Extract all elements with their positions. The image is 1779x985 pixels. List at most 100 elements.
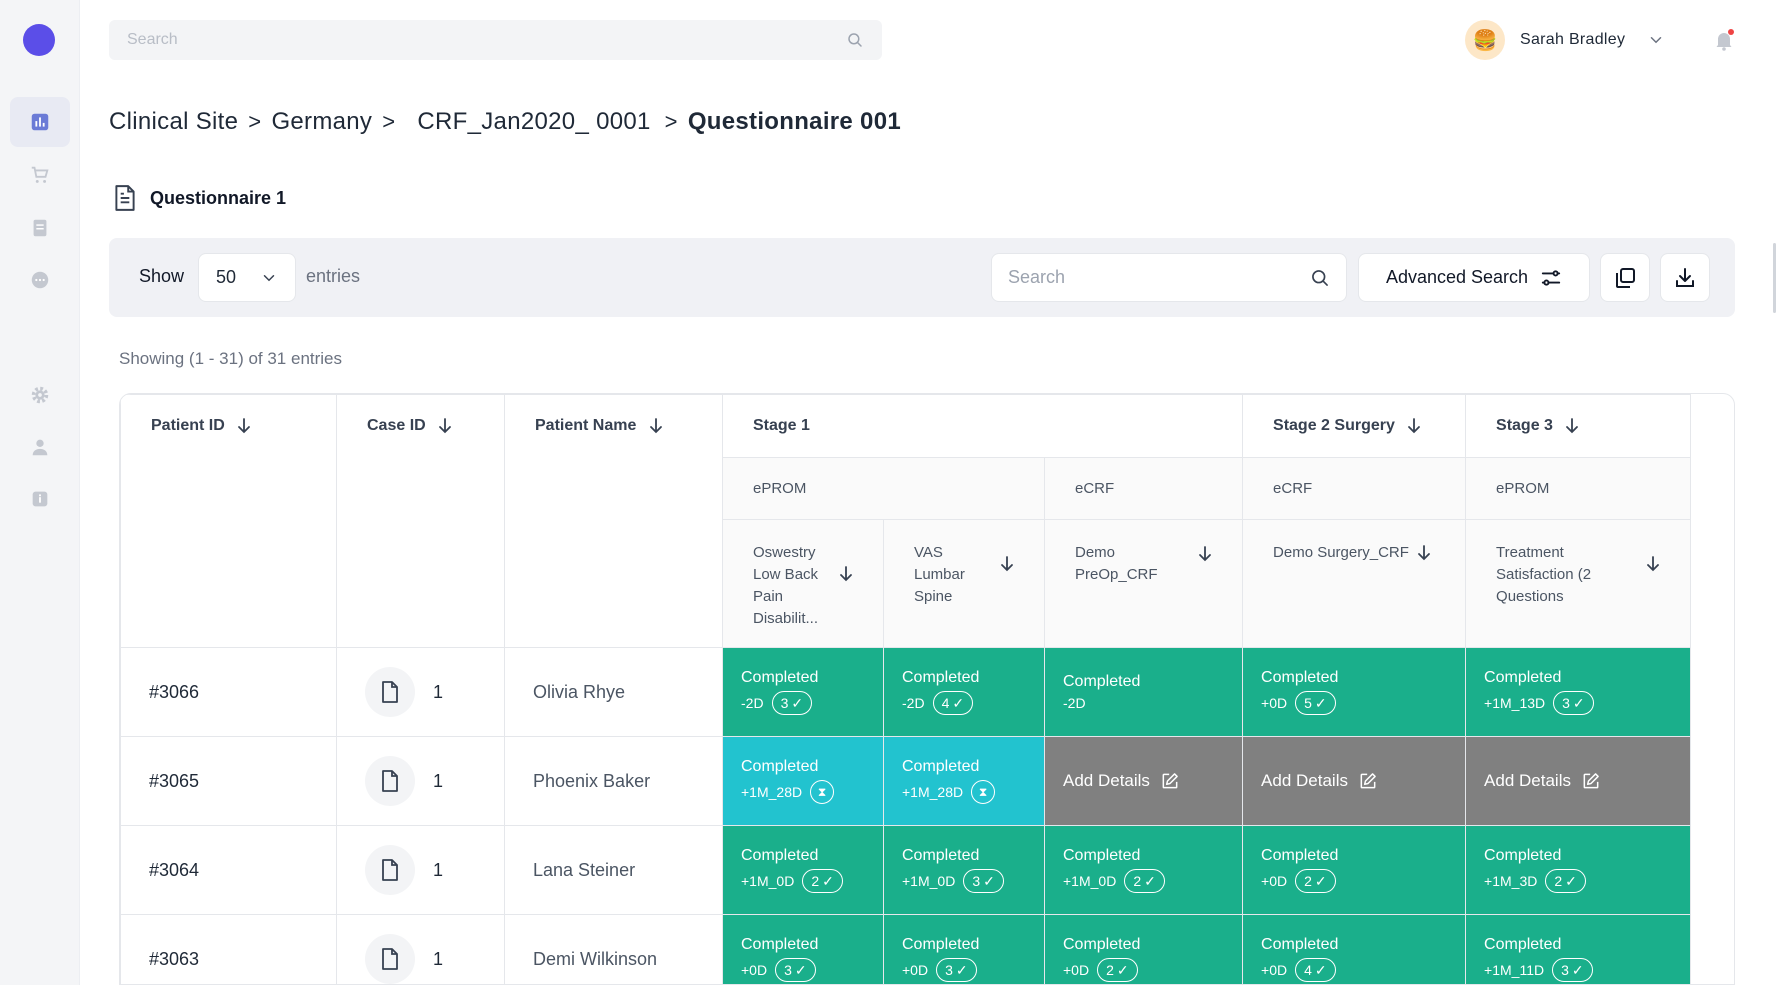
col-header-patient-id[interactable]: Patient ID: [120, 394, 337, 648]
table-row[interactable]: #3065 1 Phoenix Baker Completed +1M_28D ⧗ …: [120, 736, 1692, 826]
arrow-down-icon[interactable]: [237, 417, 251, 434]
sidebar-item-settings[interactable]: [10, 370, 70, 420]
form-header-oswestry[interactable]: Oswestry Low Back Pain Disabilit...: [722, 519, 884, 648]
app-logo[interactable]: [23, 24, 55, 56]
hourglass-icon: ⧗: [971, 780, 996, 804]
count-badge: 2 ✓: [1545, 869, 1586, 893]
sidebar: [0, 0, 80, 985]
count-value: 2: [1554, 873, 1563, 889]
col-header-stage-3[interactable]: Stage 3: [1465, 394, 1692, 458]
status-cell[interactable]: Completed +0D 2 ✓: [1242, 825, 1467, 915]
status-cell[interactable]: Completed +0D 3 ✓: [722, 914, 884, 984]
info-icon: [32, 491, 48, 507]
add-details-label: Add Details: [1063, 771, 1150, 790]
col-header-label: Patient ID: [151, 417, 225, 434]
status-label: Completed: [741, 758, 819, 775]
sidebar-item-documents[interactable]: [10, 203, 70, 253]
arrow-down-icon[interactable]: [1407, 417, 1421, 434]
status-cell[interactable]: Completed +0D 5 ✓: [1242, 647, 1467, 737]
col-header-label: Stage 2 Surgery: [1273, 417, 1395, 434]
chevron-down-icon[interactable]: [1647, 31, 1665, 49]
copy-button[interactable]: [1600, 253, 1650, 302]
arrow-down-icon[interactable]: [839, 566, 853, 582]
file-icon[interactable]: [365, 756, 415, 806]
subheader-ecrf: eCRF: [1043, 457, 1244, 520]
status-cell[interactable]: Completed +1M_11D 3 ✓: [1465, 914, 1692, 984]
sidebar-item-profile[interactable]: [10, 422, 70, 472]
download-button[interactable]: [1660, 253, 1710, 302]
subheader-eprom: ePROM: [722, 457, 1045, 520]
arrow-down-icon[interactable]: [1565, 417, 1579, 434]
status-cell[interactable]: Completed +1M_28D ⧗: [722, 736, 884, 826]
case-id-value: 1: [433, 681, 444, 702]
form-header-demo-surgery[interactable]: Demo Surgery_CRF: [1242, 519, 1467, 648]
sidebar-item-messages[interactable]: [10, 255, 70, 305]
arrow-down-icon[interactable]: [1646, 556, 1660, 572]
sidebar-item-info[interactable]: [10, 474, 70, 524]
sidebar-item-dashboard[interactable]: [10, 97, 70, 147]
status-cell[interactable]: Completed +0D 4 ✓: [1242, 914, 1467, 984]
user-menu[interactable]: 🍔 Sarah Bradley: [1465, 20, 1665, 60]
advanced-search-button[interactable]: Advanced Search: [1358, 253, 1590, 302]
breadcrumb-item-clinical-site[interactable]: Clinical Site: [109, 108, 239, 135]
status-cell[interactable]: Completed +0D 3 ✓: [883, 914, 1045, 984]
time-offset: +1M_0D: [902, 873, 956, 889]
status-label: Completed: [902, 669, 980, 686]
table-row[interactable]: #3063 1 Demi Wilkinson Completed +0D 3 ✓ Co…: [120, 914, 1692, 984]
status-cell[interactable]: Completed -2D 3 ✓: [722, 647, 884, 737]
file-icon[interactable]: [365, 667, 415, 717]
advanced-search-label: Advanced Search: [1385, 267, 1529, 287]
add-details-cell[interactable]: Add Details: [1242, 736, 1467, 826]
status-cell[interactable]: Completed +1M_0D 3 ✓: [883, 825, 1045, 915]
search-icon[interactable]: [846, 31, 864, 49]
table-row[interactable]: #3066 1 Olivia Rhye Completed -2D 3 ✓ Compl…: [120, 647, 1692, 737]
sidebar-item-cart[interactable]: [10, 150, 70, 200]
form-header-vas[interactable]: VAS Lumbar Spine: [883, 519, 1045, 648]
count-value: 3: [945, 962, 953, 978]
check-icon: ✓: [1116, 961, 1129, 978]
status-cell[interactable]: Completed +1M_0D 2 ✓: [1043, 825, 1244, 915]
status-label: Completed: [1063, 673, 1141, 690]
entries-summary: Showing (1 - 31) of 31 entries: [119, 349, 343, 368]
col-header-case-id[interactable]: Case ID: [336, 394, 505, 648]
status-cell[interactable]: Completed +1M_28D ⧗: [883, 736, 1045, 826]
global-search: [109, 20, 882, 60]
table-search-input[interactable]: [1008, 267, 1310, 288]
add-details-cell[interactable]: Add Details: [1043, 736, 1244, 826]
notification-bell-icon[interactable]: [1712, 28, 1736, 52]
arrow-down-icon[interactable]: [1000, 556, 1014, 572]
status-cell[interactable]: Completed +1M_3D 2 ✓: [1465, 825, 1692, 915]
arrow-down-icon[interactable]: [1198, 546, 1212, 562]
count-badge: 4 ✓: [1295, 958, 1336, 982]
status-cell[interactable]: Completed +1M_13D 3 ✓: [1465, 647, 1692, 737]
count-badge: 3 ✓: [1552, 958, 1593, 982]
count-value: 2: [1133, 873, 1142, 889]
status-cell[interactable]: Completed +0D 2 ✓: [1043, 914, 1244, 984]
status-cell[interactable]: Completed +1M_0D 2 ✓: [722, 825, 884, 915]
breadcrumb-separator: >: [664, 109, 678, 134]
form-header-demo-preop[interactable]: Demo PreOp_CRF: [1043, 519, 1244, 648]
file-icon[interactable]: [365, 934, 415, 984]
file-icon[interactable]: [365, 845, 415, 895]
breadcrumb-item-germany[interactable]: Germany: [271, 108, 373, 135]
status-cell[interactable]: Completed -2D 4 ✓: [883, 647, 1045, 737]
avatar[interactable]: 🍔: [1465, 20, 1505, 60]
user-name: Sarah Bradley: [1520, 31, 1626, 48]
arrow-down-icon[interactable]: [1417, 545, 1431, 561]
entries-select[interactable]: 50: [198, 253, 296, 302]
search-icon[interactable]: [1310, 268, 1330, 288]
breadcrumb-item-crf[interactable]: CRF_Jan2020_ 0001: [417, 108, 651, 135]
page-scrollbar[interactable]: [1773, 243, 1776, 313]
form-header-treatment[interactable]: Treatment Satisfaction (2 Questions: [1465, 519, 1692, 648]
col-header-patient-name[interactable]: Patient Name: [504, 394, 723, 648]
cell-case-id: 1: [336, 736, 505, 826]
questionnaire-title: Questionnaire 1: [150, 187, 287, 208]
add-details-cell[interactable]: Add Details: [1465, 736, 1692, 826]
table-row[interactable]: #3064 1 Lana Steiner Completed +1M_0D 2 ✓ C…: [120, 825, 1692, 915]
global-search-input[interactable]: [127, 31, 846, 49]
col-header-stage-2[interactable]: Stage 2 Surgery: [1242, 394, 1467, 458]
status-cell[interactable]: Completed -2D: [1043, 647, 1244, 737]
arrow-down-icon[interactable]: [649, 417, 663, 434]
chat-bubble-icon: [31, 271, 49, 289]
arrow-down-icon[interactable]: [438, 417, 452, 434]
